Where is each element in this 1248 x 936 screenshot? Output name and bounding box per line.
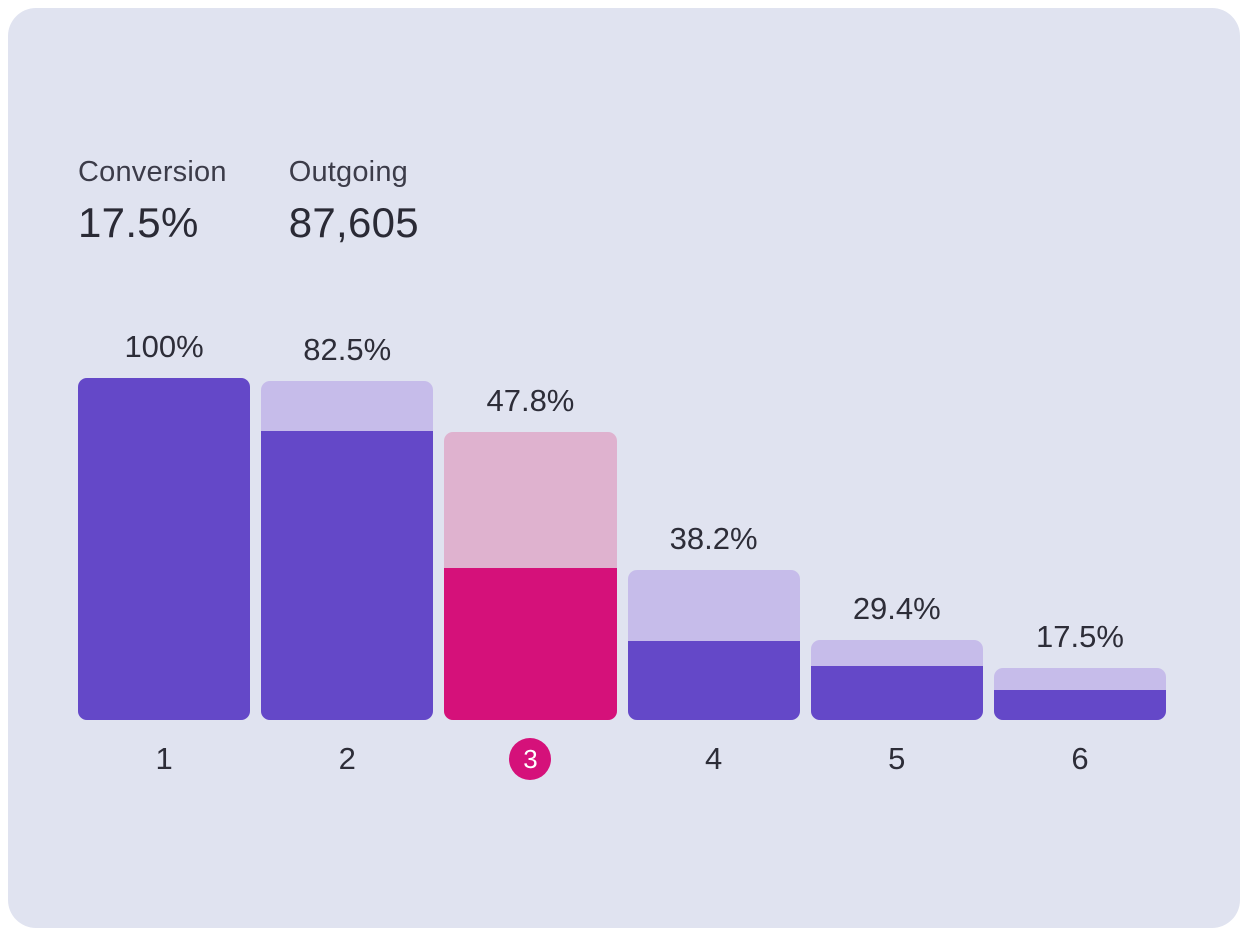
- outgoing-stat: Outgoing 87,605: [289, 156, 419, 247]
- bar-value-label-3: 47.8%: [486, 382, 575, 418]
- funnel-column-6: 17.5%: [993, 378, 1167, 720]
- funnel-bar-solid-6: [993, 689, 1167, 720]
- bar-value-label-4: 38.2%: [669, 520, 758, 556]
- funnel-bar-5[interactable]: [810, 639, 983, 720]
- conversion-stat-label: Conversion: [78, 156, 227, 188]
- funnel-bar-solid-5: [810, 665, 983, 720]
- summary-stats: Conversion 17.5% Outgoing 87,605: [78, 156, 419, 247]
- bar-value-label-1: 100%: [124, 329, 204, 364]
- funnel-column-1: 100%: [78, 329, 251, 720]
- selected-step-badge[interactable]: 3: [509, 738, 552, 780]
- bar-value-label-6: 17.5%: [1035, 619, 1124, 655]
- funnel-column-2: 82.5%: [261, 332, 434, 720]
- funnel-column-5: 29.4%: [810, 378, 983, 720]
- outgoing-stat-label: Outgoing: [288, 156, 408, 188]
- step-label-2: 2: [338, 741, 356, 776]
- step-label-6: 6: [1071, 741, 1089, 776]
- conversion-stat: Conversion 17.5%: [78, 156, 227, 247]
- funnel-bar-solid-3: [444, 568, 617, 720]
- step-label-1: 1: [155, 741, 173, 776]
- step-label-5: 5: [888, 741, 906, 776]
- funnel-bar-2[interactable]: [261, 381, 434, 720]
- funnel-bars: 100% 82.5% 47.8% 38.2% 29.4% 17.5%: [78, 329, 1167, 720]
- funnel-bar-3[interactable]: [444, 431, 617, 720]
- outgoing-stat-value: 87,605: [288, 199, 419, 246]
- bar-value-label-2: 82.5%: [303, 332, 392, 368]
- bar-value-label-5: 29.4%: [852, 590, 941, 626]
- step-label-4: 4: [704, 741, 723, 776]
- funnel-column-4: 38.2%: [627, 378, 800, 720]
- funnel-bar-solid-2: [261, 431, 434, 720]
- funnel-bar-6[interactable]: [993, 668, 1167, 720]
- funnel-bar-solid-1: [78, 378, 251, 720]
- funnel-bar-4[interactable]: [627, 569, 800, 720]
- conversion-stat-value: 17.5%: [78, 199, 199, 246]
- funnel-column-3: 47.8%: [444, 378, 617, 720]
- funnel-bar-1[interactable]: [78, 378, 251, 720]
- funnel-step-labels: 1 2 3 4 5 6: [78, 738, 1166, 780]
- funnel-bar-solid-4: [627, 641, 800, 720]
- step-label-3: 3: [444, 738, 616, 780]
